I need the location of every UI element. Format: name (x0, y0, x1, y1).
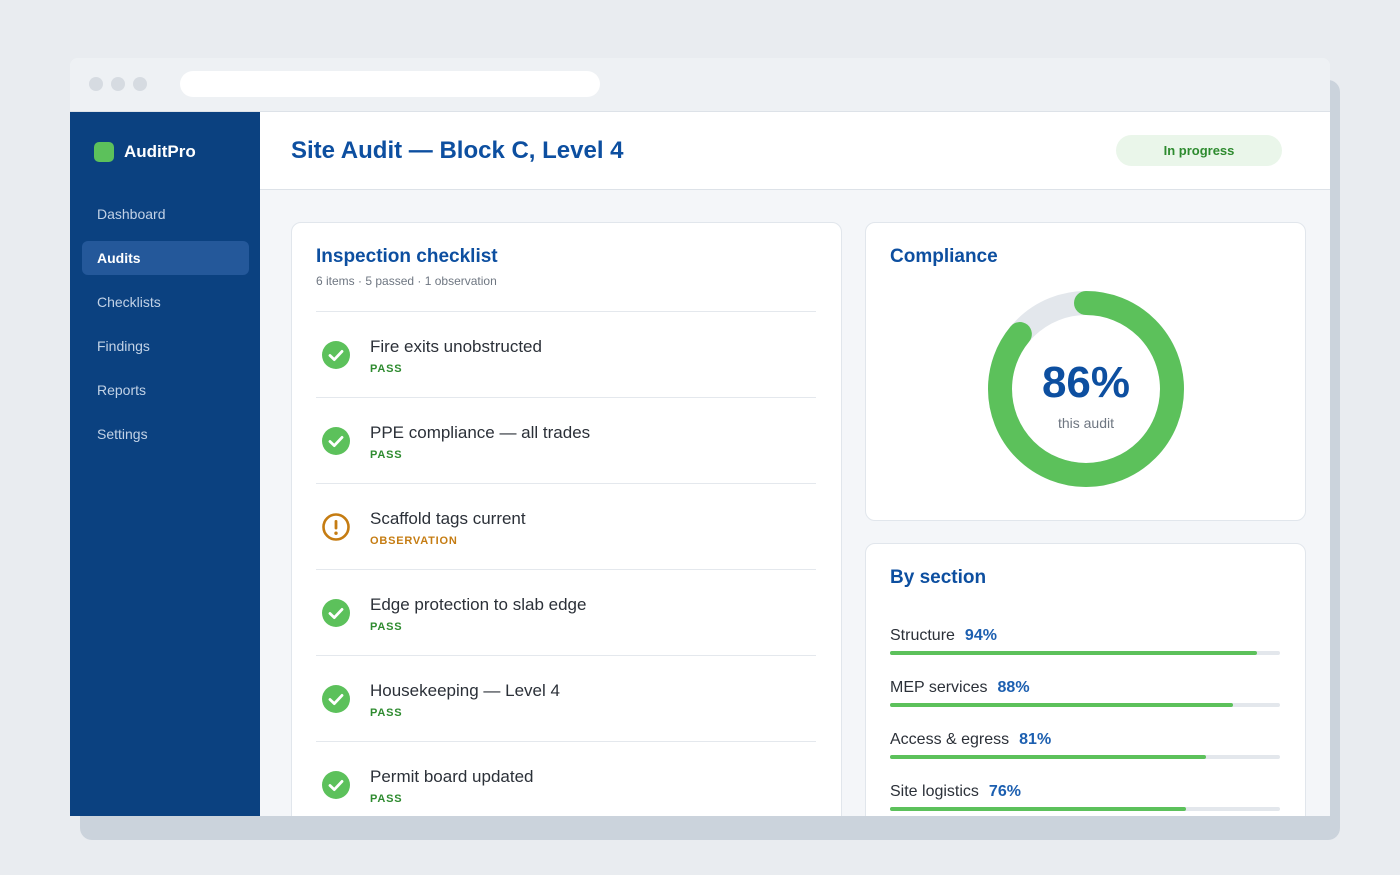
section-name: Access & egress (890, 731, 1010, 748)
check-circle-icon (322, 685, 350, 713)
checklist-item-label: Permit board updated (370, 767, 534, 786)
checklist-item-status: PASS (370, 793, 403, 805)
sidebar-item-audits[interactable]: Audits (82, 241, 249, 275)
list-divider (316, 483, 816, 484)
check-circle-icon (322, 771, 350, 799)
checklist-summary: 6 items · 5 passed · 1 observation (316, 274, 497, 288)
checklist-item-label: PPE compliance — all trades (370, 423, 591, 442)
section-row-access: Access & egress 81% (890, 731, 1051, 749)
sidebar-item-settings[interactable]: Settings (97, 426, 148, 442)
section-progress-fill (890, 703, 1234, 707)
compliance-caption: this audit (1057, 415, 1115, 431)
page-header: Site Audit — Block C, Level 4 In progres… (260, 112, 1330, 190)
donut-progress-arc (988, 291, 1184, 487)
checklist-item-edge-protection[interactable]: Edge protection to slab edge PASS (316, 569, 816, 655)
section-progress-track (890, 703, 1280, 707)
warning-circle-icon (322, 513, 350, 541)
section-percent: 76% (988, 783, 1021, 800)
section-percent: 94% (964, 627, 997, 644)
status-badge: In progress (1116, 135, 1282, 166)
page-title: Site Audit — Block C, Level 4 (291, 137, 624, 164)
compliance-title: Compliance (890, 246, 998, 267)
checklist-item-scaffold[interactable]: Scaffold tags current OBSERVATION (316, 483, 816, 569)
browser-chrome (70, 58, 1330, 112)
list-divider (316, 397, 816, 398)
checklist-item-status: OBSERVATION (370, 535, 458, 547)
checklist-item-ppe[interactable]: PPE compliance — all trades PASS (316, 397, 816, 483)
sidebar: AuditPro Dashboard Audits Checklists Fin… (70, 112, 260, 816)
sidebar-item-checklists[interactable]: Checklists (97, 294, 161, 310)
compliance-donut (988, 291, 1184, 487)
section-progress-track (890, 651, 1280, 655)
sidebar-item-findings[interactable]: Findings (97, 338, 150, 354)
list-divider (316, 569, 816, 570)
checklist-item-status: PASS (370, 707, 403, 719)
sidebar-item-dashboard[interactable]: Dashboard (97, 206, 166, 222)
section-name: MEP services (890, 679, 988, 696)
brand-name: AuditPro (124, 142, 196, 161)
section-percent: 88% (997, 679, 1030, 696)
address-bar[interactable] (180, 71, 600, 97)
check-circle-icon (322, 599, 350, 627)
checklist-item-housekeeping[interactable]: Housekeeping — Level 4 PASS (316, 655, 816, 741)
checklist-item-status: PASS (370, 621, 403, 633)
checklist-item-permit-board[interactable]: Permit board updated PASS (316, 741, 816, 816)
window-dot-close[interactable] (89, 77, 103, 91)
checklist-item-fire-exits[interactable]: Fire exits unobstructed PASS (316, 311, 816, 397)
window-dot-maximize[interactable] (133, 77, 147, 91)
checklist-item-label: Housekeeping — Level 4 (370, 681, 560, 700)
section-progress-track (890, 755, 1280, 759)
app-window: AuditPro Dashboard Audits Checklists Fin… (70, 58, 1330, 816)
section-row-structure: Structure 94% (890, 627, 997, 645)
brand[interactable]: AuditPro (94, 142, 196, 162)
checklist-item-label: Scaffold tags current (370, 509, 526, 528)
brand-logo-icon (94, 142, 114, 162)
section-progress-fill (890, 651, 1257, 655)
section-progress-fill (890, 807, 1187, 811)
by-section-card: By section Structure 94% MEP services 88% … (865, 543, 1306, 816)
section-progress-fill (890, 755, 1206, 759)
window-dot-minimize[interactable] (111, 77, 125, 91)
section-progress-track (890, 807, 1280, 811)
check-circle-icon (322, 341, 350, 369)
checklist-item-status: PASS (370, 449, 403, 461)
section-name: Structure (890, 627, 955, 644)
list-divider (316, 311, 816, 312)
checklist-item-label: Edge protection to slab edge (370, 595, 587, 614)
compliance-card: Compliance 86% this audit (865, 222, 1306, 521)
checklist-item-status: PASS (370, 363, 403, 375)
inspection-checklist-card: Inspection checklist 6 items · 5 passed … (291, 222, 842, 816)
list-divider (316, 655, 816, 656)
check-circle-icon (322, 427, 350, 455)
checklist-item-label: Fire exits unobstructed (370, 337, 542, 356)
section-row-mep: MEP services 88% (890, 679, 1030, 697)
compliance-value: 86% (1041, 358, 1131, 407)
section-row-logistics: Site logistics 76% (890, 783, 1021, 801)
by-section-title: By section (890, 567, 987, 588)
sidebar-item-reports[interactable]: Reports (97, 382, 147, 398)
section-name: Site logistics (890, 783, 979, 800)
list-divider (316, 741, 816, 742)
section-percent: 81% (1019, 731, 1052, 748)
checklist-title: Inspection checklist (316, 246, 498, 267)
